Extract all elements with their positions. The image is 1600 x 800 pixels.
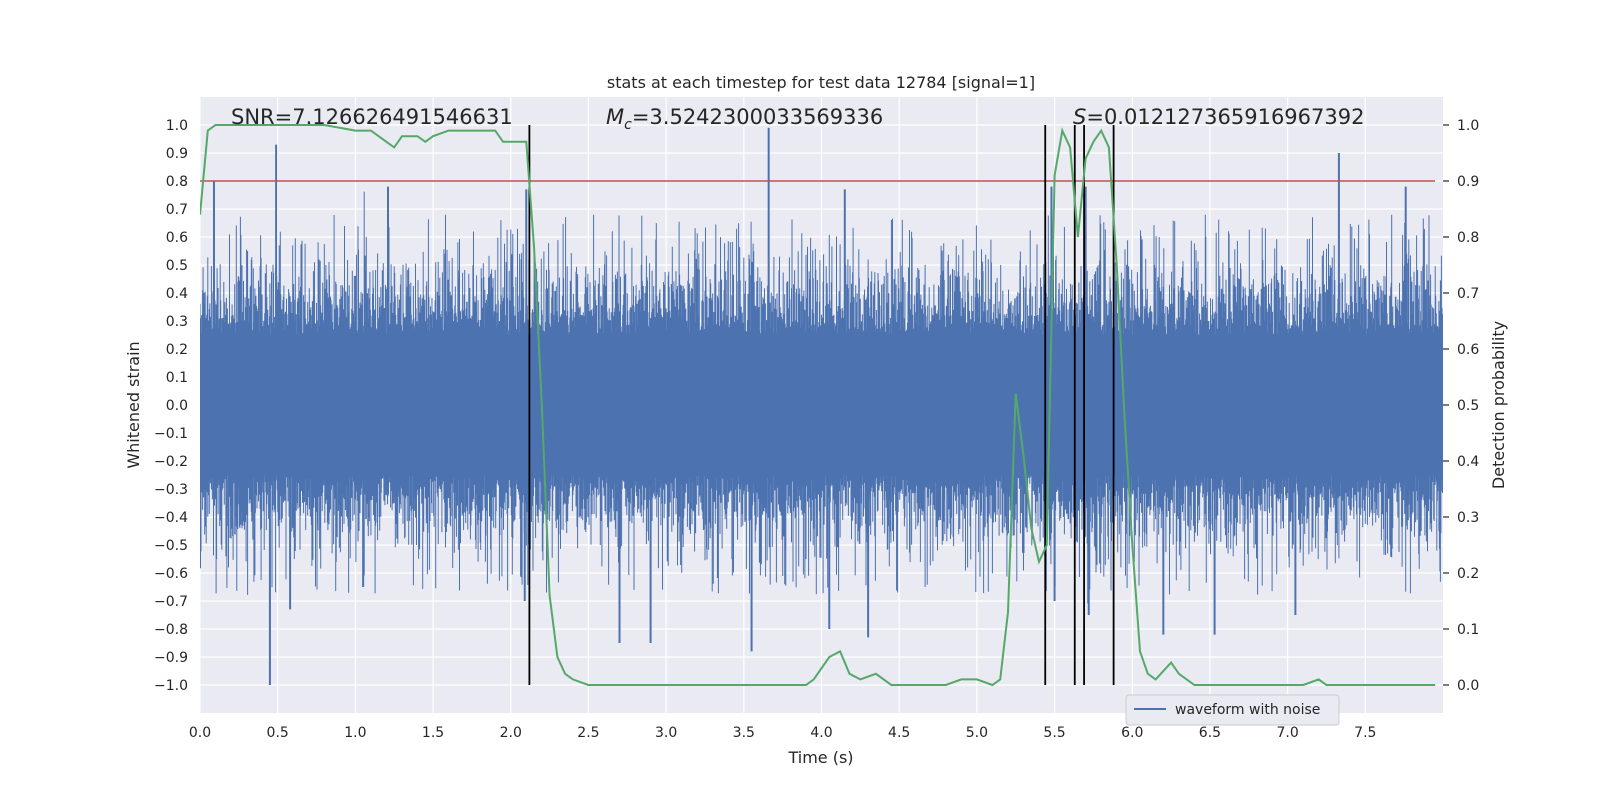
y-tick-label: −0.5 <box>154 538 188 554</box>
x-axis-ticks: 0.0 0.5 1.0 1.5 2.0 2.5 3.0 3.5 4.0 4.5 5.0 5.5 6.0 6… <box>189 725 1377 741</box>
y2-tick-label: 0.4 <box>1457 454 1479 470</box>
s-symbol: S <box>1073 105 1086 129</box>
x-tick-label: 3.0 <box>655 725 677 741</box>
y-tick-label: 0.6 <box>166 230 188 246</box>
y2-tick-label: 0.1 <box>1457 622 1479 638</box>
y-tick-label: −0.4 <box>154 510 188 526</box>
y2-tick-label: 0.5 <box>1457 398 1479 414</box>
x-tick-label: 2.0 <box>500 725 522 741</box>
y2-axis-label: Detection probability <box>1489 321 1508 489</box>
y-tick-label: −1.0 <box>154 678 188 694</box>
chirp-mass-subscript: c <box>624 117 632 133</box>
y-tick-label: −0.8 <box>154 622 188 638</box>
y-tick-label: 0.1 <box>166 370 188 386</box>
y-tick-label: 0.5 <box>166 258 188 274</box>
x-tick-label: 0.0 <box>189 725 211 741</box>
y-tick-label: 1.0 <box>166 118 188 134</box>
waveform-noise <box>200 191 1443 604</box>
legend: waveform with noise <box>1125 694 1340 726</box>
legend-label: waveform with noise <box>1175 702 1320 718</box>
x-tick-label: 3.5 <box>733 725 755 741</box>
y2-tick-label: 0.2 <box>1457 566 1479 582</box>
s-value: =0.012127365916967392 <box>1086 105 1364 129</box>
x-tick-label: 1.5 <box>422 725 444 741</box>
y-tick-label: 0.7 <box>166 202 188 218</box>
y-tick-label: −0.2 <box>154 454 188 470</box>
chirp-mass-annotation: Mc=3.5242300033569336 <box>606 105 883 133</box>
chirp-mass-value: =3.5242300033569336 <box>632 105 883 129</box>
y-tick-label: 0.8 <box>166 174 188 190</box>
chirp-mass-symbol: M <box>606 105 624 129</box>
x-tick-label: 6.0 <box>1121 725 1143 741</box>
x-tick-label: 4.5 <box>888 725 910 741</box>
y-axis-label: Whitened strain <box>124 341 143 468</box>
x-tick-label: 1.0 <box>344 725 366 741</box>
x-tick-label: 5.5 <box>1043 725 1065 741</box>
y2-tick-label: 0.7 <box>1457 286 1479 302</box>
y2-axis-ticks: 1.0 0.9 0.8 0.7 0.6 0.5 0.4 0.3 0.2 0.1 0.0 <box>1443 118 1479 694</box>
y2-tick-label: 0.3 <box>1457 510 1479 526</box>
probability-line <box>200 124 1436 687</box>
y-tick-label: −0.1 <box>154 426 188 442</box>
y-tick-label: 0.0 <box>166 398 188 414</box>
x-tick-label: 7.5 <box>1354 725 1376 741</box>
waveform-series <box>200 127 1443 685</box>
y2-tick-label: 0.0 <box>1457 678 1479 694</box>
y-tick-label: −0.6 <box>154 566 188 582</box>
x-tick-label: 7.0 <box>1276 725 1298 741</box>
legend-box <box>1125 694 1340 726</box>
y-tick-label: −0.9 <box>154 650 188 666</box>
x-tick-label: 4.0 <box>810 725 832 741</box>
y-tick-label: 0.3 <box>166 314 188 330</box>
x-tick-label: 2.5 <box>577 725 599 741</box>
y-tick-label: −0.3 <box>154 482 188 498</box>
y-tick-label: 0.9 <box>166 146 188 162</box>
y2-tick-label: 0.9 <box>1457 174 1479 190</box>
y2-tick-label: 0.6 <box>1457 342 1479 358</box>
y2-tick-label: 0.8 <box>1457 230 1479 246</box>
chart-title: stats at each timestep for test data 127… <box>607 73 1035 92</box>
x-tick-label: 5.0 <box>966 725 988 741</box>
y-axis-ticks: 1.0 0.9 0.8 0.7 0.6 0.5 0.4 0.3 0.2 0.1 0.0 −0.1 −0.… <box>154 118 188 694</box>
y2-tick-label: 1.0 <box>1457 118 1479 134</box>
y-tick-label: −0.7 <box>154 594 188 610</box>
snr-annotation: SNR=7.126626491546631 <box>231 105 513 129</box>
x-tick-label: 6.5 <box>1199 725 1221 741</box>
y-tick-label: 0.2 <box>166 342 188 358</box>
event-markers <box>528 125 1115 685</box>
s-annotation: S=0.012127365916967392 <box>1073 105 1364 129</box>
y-tick-label: 0.4 <box>166 286 188 302</box>
x-axis-label: Time (s) <box>787 748 853 767</box>
x-tick-label: 0.5 <box>267 725 289 741</box>
